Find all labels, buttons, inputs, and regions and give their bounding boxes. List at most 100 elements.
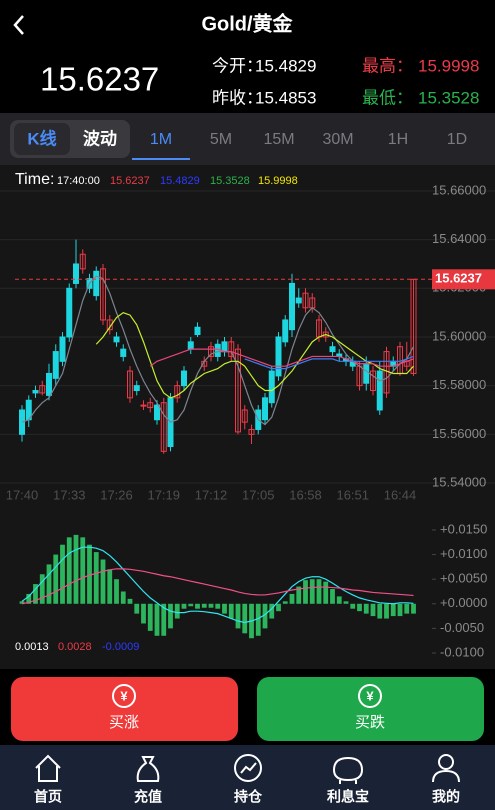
candle-body: [106, 319, 113, 331]
period-tab[interactable]: 30M: [322, 131, 353, 148]
info-value: 15.9998: [258, 175, 298, 187]
candle-body: [208, 346, 214, 357]
candle-body: [194, 326, 201, 336]
buy-up-bg: [11, 677, 238, 741]
y-tick-label: -0.0050: [440, 620, 484, 635]
candle-body: [39, 385, 46, 394]
current-price-tag: [432, 269, 495, 290]
nav-item[interactable]: 利息宝: [327, 789, 369, 805]
x-tick-label: 17:12: [195, 487, 228, 502]
indicator-line: [21, 568, 414, 605]
macd-bar: [201, 603, 207, 608]
savings-icon: [332, 756, 364, 784]
period-tab[interactable]: 15M: [263, 131, 294, 148]
nav-item[interactable]: 首页: [34, 789, 62, 805]
info-value: 15.6237: [110, 175, 150, 187]
x-tick-label: 16:58: [289, 487, 322, 502]
macd-bar: [141, 603, 146, 624]
low-label: 最低：: [362, 88, 413, 107]
y-tick-label: 15.60000: [432, 328, 486, 343]
x-tick-label: 17:40: [6, 487, 39, 502]
recharge-icon: [136, 756, 160, 782]
buy-down-button[interactable]: ¥ 买跌: [257, 677, 484, 741]
macd-bar: [53, 554, 59, 604]
y-tick-label: 15.58000: [432, 377, 486, 392]
macd-bar: [390, 603, 396, 617]
macd-bar: [397, 603, 403, 617]
candle-body: [228, 341, 235, 357]
indicator-line: [21, 275, 415, 426]
macd-bar: [296, 586, 302, 604]
macd-bar: [26, 593, 32, 604]
mode-tab[interactable]: K线: [27, 128, 56, 148]
x-tick-label: 17:05: [242, 487, 275, 502]
period-tab[interactable]: 1D: [447, 131, 467, 148]
macd-bar: [127, 598, 133, 604]
macd-bar: [33, 584, 38, 604]
period-tab[interactable]: 5M: [210, 131, 232, 148]
candle-body: [241, 409, 248, 423]
period-tab[interactable]: 1H: [388, 131, 408, 148]
macd-bar: [316, 579, 322, 604]
macd-bar: [235, 603, 241, 629]
nav-item[interactable]: 持仓: [234, 789, 263, 805]
macd-bar: [282, 601, 288, 604]
macd-bar: [161, 603, 167, 636]
buy-down-icon-glyph: ¥: [366, 688, 374, 703]
macd-bar: [215, 603, 221, 609]
candle-body: [363, 363, 370, 384]
candle-body: [127, 370, 133, 399]
macd-bar: [357, 603, 362, 612]
macd-bar: [100, 559, 106, 604]
candle-body: [32, 390, 39, 394]
macd-bar: [363, 603, 369, 614]
nav-item[interactable]: 充值: [134, 789, 162, 805]
macd-bar: [208, 603, 214, 608]
candle-body: [154, 404, 160, 421]
info-value: 15.3528: [210, 175, 250, 187]
info-label: Time:: [15, 171, 54, 188]
macd-bar: [39, 574, 45, 604]
y-tick-label: +0.0100: [440, 546, 487, 561]
macd-bar: [114, 579, 119, 604]
mode-tab[interactable]: 波动: [83, 128, 117, 148]
candle-body: [289, 282, 295, 331]
buy-up-icon: [112, 684, 136, 708]
nav-icons: [35, 754, 460, 784]
y-tick-label: +0.0000: [440, 595, 487, 610]
macd-bar: [309, 579, 315, 604]
back-button[interactable]: [13, 15, 24, 35]
period-tab[interactable]: 1M: [150, 131, 172, 148]
candle-body: [370, 370, 376, 392]
candle-body: [59, 336, 66, 362]
open-value: 15.4829: [255, 56, 316, 75]
macd-bar: [350, 603, 356, 609]
candle-body: [133, 385, 140, 392]
current-price: 15.6237: [40, 61, 159, 98]
prev-close-value: 15.4853: [255, 88, 316, 107]
charts: 15.6600015.6400015.6200015.6000015.58000…: [0, 171, 495, 659]
macd-bar: [242, 603, 248, 634]
macd-bar: [181, 603, 187, 609]
info-time: 17:40:00: [57, 175, 100, 187]
macd-bar: [188, 603, 194, 607]
candle-body: [52, 351, 59, 379]
candle-body: [46, 372, 52, 396]
nav-item[interactable]: 我的: [432, 789, 460, 805]
macd-bar: [330, 589, 335, 604]
x-tick-label: 17:33: [53, 487, 86, 502]
candle-body: [410, 278, 417, 374]
candle-body: [187, 341, 194, 350]
macd-bar: [269, 603, 275, 619]
candle-body: [376, 370, 383, 411]
candle-body: [268, 370, 275, 404]
candle-body: [302, 292, 309, 309]
macd-bar: [66, 537, 72, 604]
candle-body: [282, 319, 289, 343]
current-price-tag-label: 15.6237: [435, 271, 482, 286]
buy-up-button[interactable]: ¥ 买涨: [11, 677, 238, 741]
high-value: 15.9998: [418, 56, 479, 75]
macd-bar: [60, 544, 65, 604]
